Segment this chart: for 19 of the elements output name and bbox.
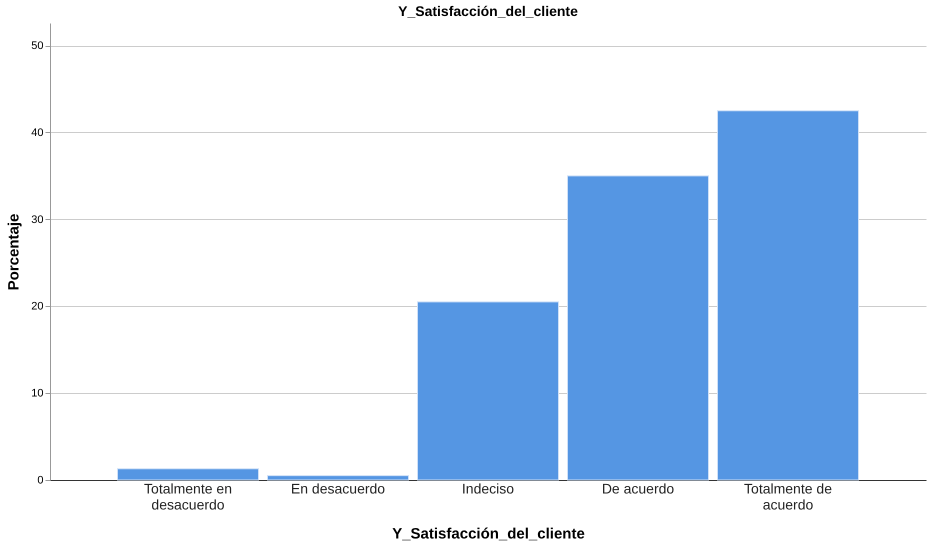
x-tick-label: De acuerdo	[602, 480, 674, 496]
y-tick-label: 50	[31, 40, 44, 52]
bar	[267, 475, 409, 480]
y-axis-title: Porcentaje	[5, 214, 22, 290]
y-tick-label: 20	[31, 300, 44, 313]
x-tick-label: En desacuerdo	[290, 480, 386, 496]
bar	[117, 468, 259, 480]
y-tick-label: 0	[37, 474, 44, 486]
x-tick-label: Totalmente en desacuerdo	[144, 480, 232, 512]
x-tick-label: Totalmente de acuerdo	[744, 480, 832, 512]
x-axis-title: Y_Satisfacción_del_cliente	[392, 526, 585, 542]
bar	[417, 301, 559, 480]
bar	[567, 175, 709, 480]
bar	[717, 110, 859, 480]
y-tick-label: 40	[31, 126, 44, 139]
y-tick-label: 30	[31, 214, 44, 226]
x-tick-label: Indeciso	[462, 480, 514, 496]
y-tick-label: 10	[31, 388, 44, 400]
chart-title: Y_Satisfacción_del_cliente	[398, 3, 578, 19]
